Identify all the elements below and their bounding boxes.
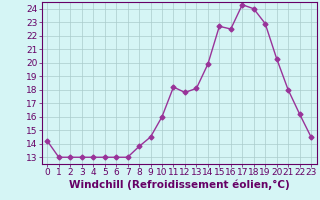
X-axis label: Windchill (Refroidissement éolien,°C): Windchill (Refroidissement éolien,°C) xyxy=(69,180,290,190)
